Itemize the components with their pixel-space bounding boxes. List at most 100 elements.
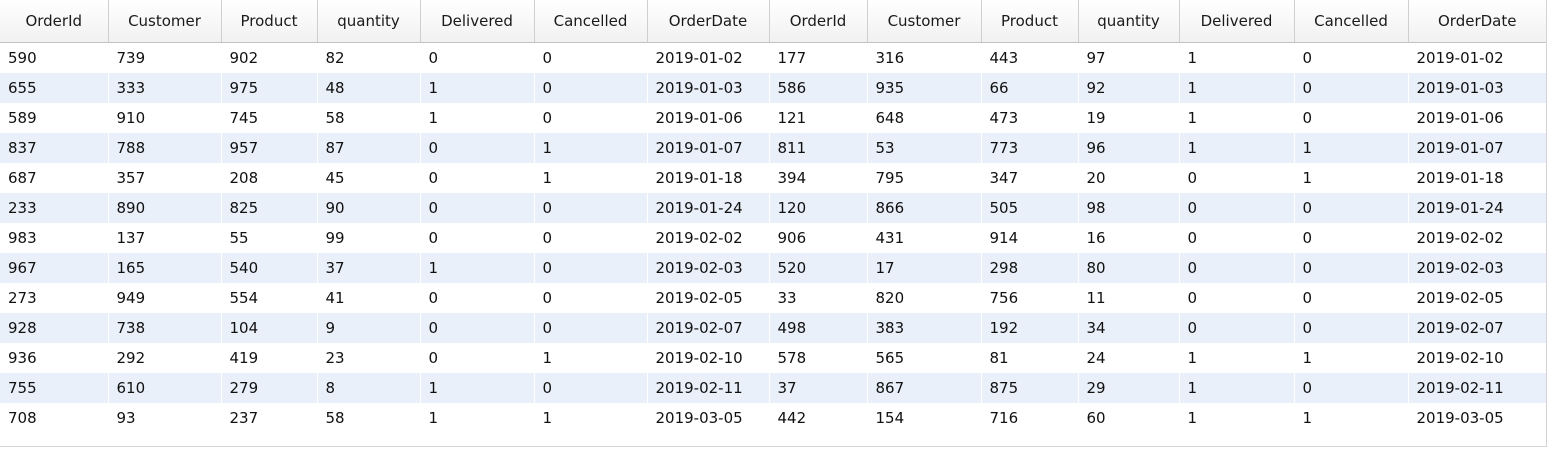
cell-orderid-left[interactable]: 936: [0, 343, 109, 373]
cell-quantity-right[interactable]: 16: [1078, 223, 1180, 253]
cell-customer-right[interactable]: 820: [867, 283, 982, 313]
cell-quantity-left[interactable]: 90: [317, 193, 421, 223]
cell-quantity-left[interactable]: 58: [317, 103, 421, 133]
cell-orderdate-right[interactable]: 2019-02-02: [1408, 223, 1546, 253]
cell-delivered-right[interactable]: 1: [1179, 373, 1295, 403]
cell-quantity-left[interactable]: 23: [317, 343, 421, 373]
cell-cancelled-right[interactable]: 0: [1294, 73, 1409, 103]
cell-product-right[interactable]: 66: [981, 73, 1079, 103]
cell-delivered-left[interactable]: 0: [420, 343, 535, 373]
cell-quantity-right[interactable]: 34: [1078, 313, 1180, 343]
cell-delivered-right[interactable]: 1: [1179, 42, 1295, 73]
cell-orderid-left[interactable]: 837: [0, 133, 109, 163]
cell-cancelled-right[interactable]: 0: [1294, 223, 1409, 253]
cell-orderdate-right[interactable]: 2019-01-03: [1408, 73, 1546, 103]
table-row[interactable]: 687 357 208 45 0 1 2019-01-18 394 795 347 20 0 1 2019…: [0, 163, 1546, 193]
cell-cancelled-left[interactable]: 1: [534, 343, 648, 373]
column-header-orderdate-left[interactable]: OrderDate: [647, 0, 770, 43]
cell-delivered-left[interactable]: 0: [420, 193, 535, 223]
cell-cancelled-right[interactable]: 0: [1294, 42, 1409, 73]
cell-orderid-left[interactable]: 655: [0, 73, 109, 103]
cell-quantity-left[interactable]: 8: [317, 373, 421, 403]
cell-orderid-right[interactable]: 811: [769, 133, 868, 163]
column-header-customer-left[interactable]: Customer: [108, 0, 222, 43]
cell-delivered-right[interactable]: 0: [1179, 313, 1295, 343]
cell-delivered-left[interactable]: 0: [420, 42, 535, 73]
cell-quantity-right[interactable]: 92: [1078, 73, 1180, 103]
column-header-delivered-left[interactable]: Delivered: [420, 0, 535, 43]
cell-delivered-left[interactable]: 0: [420, 133, 535, 163]
cell-product-left[interactable]: 825: [221, 193, 318, 223]
cell-customer-left[interactable]: 739: [108, 42, 222, 73]
cell-product-right[interactable]: 473: [981, 103, 1079, 133]
cell-customer-left[interactable]: 333: [108, 73, 222, 103]
cell-product-left[interactable]: 540: [221, 253, 318, 283]
cell-delivered-left[interactable]: 1: [420, 373, 535, 403]
table-row[interactable]: 590 739 902 82 0 0 2019-01-02 177 316 443 97 1 0 2019…: [0, 42, 1546, 73]
column-header-quantity-left[interactable]: quantity: [317, 0, 421, 43]
cell-customer-left[interactable]: 165: [108, 253, 222, 283]
cell-delivered-right[interactable]: 0: [1179, 193, 1295, 223]
cell-delivered-left[interactable]: 1: [420, 253, 535, 283]
cell-product-left[interactable]: 104: [221, 313, 318, 343]
cell-orderdate-right[interactable]: 2019-02-11: [1408, 373, 1546, 403]
cell-product-left[interactable]: 957: [221, 133, 318, 163]
table-row[interactable]: 928 738 104 9 0 0 2019-02-07 498 383 192 34 0 0 2019-…: [0, 313, 1546, 343]
cell-orderid-right[interactable]: 121: [769, 103, 868, 133]
cell-product-right[interactable]: 505: [981, 193, 1079, 223]
cell-orderid-right[interactable]: 33: [769, 283, 868, 313]
cell-cancelled-left[interactable]: 0: [534, 73, 648, 103]
column-header-orderid-left[interactable]: OrderId: [0, 0, 109, 43]
cell-product-left[interactable]: 902: [221, 42, 318, 73]
table-row[interactable]: 936 292 419 23 0 1 2019-02-10 578 565 81 24 1 1 2019-…: [0, 343, 1546, 373]
cell-product-left[interactable]: 237: [221, 403, 318, 433]
cell-cancelled-right[interactable]: 0: [1294, 373, 1409, 403]
cell-orderid-right[interactable]: 520: [769, 253, 868, 283]
table-row[interactable]: 655 333 975 48 1 0 2019-01-03 586 935 66 92 1 0 2019-…: [0, 73, 1546, 103]
cell-orderdate-left[interactable]: 2019-02-05: [647, 283, 770, 313]
cell-orderdate-left[interactable]: 2019-01-06: [647, 103, 770, 133]
cell-product-left[interactable]: 55: [221, 223, 318, 253]
cell-orderdate-left[interactable]: 2019-03-05: [647, 403, 770, 433]
cell-cancelled-left[interactable]: 0: [534, 283, 648, 313]
cell-product-right[interactable]: 443: [981, 42, 1079, 73]
cell-orderid-left[interactable]: 983: [0, 223, 109, 253]
cell-orderid-left[interactable]: 687: [0, 163, 109, 193]
cell-quantity-left[interactable]: 37: [317, 253, 421, 283]
cell-delivered-right[interactable]: 1: [1179, 73, 1295, 103]
cell-cancelled-right[interactable]: 1: [1294, 163, 1409, 193]
cell-quantity-left[interactable]: 82: [317, 42, 421, 73]
cell-customer-left[interactable]: 357: [108, 163, 222, 193]
cell-customer-right[interactable]: 648: [867, 103, 982, 133]
cell-product-right[interactable]: 347: [981, 163, 1079, 193]
cell-cancelled-right[interactable]: 1: [1294, 403, 1409, 433]
cell-customer-right[interactable]: 935: [867, 73, 982, 103]
cell-customer-right[interactable]: 53: [867, 133, 982, 163]
cell-delivered-right[interactable]: 0: [1179, 223, 1295, 253]
cell-product-right[interactable]: 81: [981, 343, 1079, 373]
column-header-orderdate-right[interactable]: OrderDate: [1408, 0, 1546, 43]
cell-delivered-right[interactable]: 1: [1179, 343, 1295, 373]
table-row[interactable]: 967 165 540 37 1 0 2019-02-03 520 17 298 80 0 0 2019-…: [0, 253, 1546, 283]
cell-orderid-left[interactable]: 755: [0, 373, 109, 403]
cell-customer-right[interactable]: 316: [867, 42, 982, 73]
cell-delivered-left[interactable]: 1: [420, 103, 535, 133]
cell-cancelled-right[interactable]: 1: [1294, 343, 1409, 373]
cell-cancelled-right[interactable]: 1: [1294, 133, 1409, 163]
cell-product-left[interactable]: 279: [221, 373, 318, 403]
cell-customer-left[interactable]: 890: [108, 193, 222, 223]
cell-orderdate-left[interactable]: 2019-02-11: [647, 373, 770, 403]
cell-cancelled-left[interactable]: 1: [534, 133, 648, 163]
column-header-orderid-right[interactable]: OrderId: [769, 0, 868, 43]
cell-quantity-right[interactable]: 98: [1078, 193, 1180, 223]
cell-orderid-left[interactable]: 967: [0, 253, 109, 283]
cell-customer-left[interactable]: 949: [108, 283, 222, 313]
cell-customer-right[interactable]: 565: [867, 343, 982, 373]
column-header-delivered-right[interactable]: Delivered: [1179, 0, 1295, 43]
cell-orderdate-left[interactable]: 2019-02-10: [647, 343, 770, 373]
cell-customer-left[interactable]: 292: [108, 343, 222, 373]
cell-product-left[interactable]: 208: [221, 163, 318, 193]
cell-orderid-right[interactable]: 120: [769, 193, 868, 223]
column-header-cancelled-right[interactable]: Cancelled: [1294, 0, 1409, 43]
cell-delivered-left[interactable]: 1: [420, 73, 535, 103]
